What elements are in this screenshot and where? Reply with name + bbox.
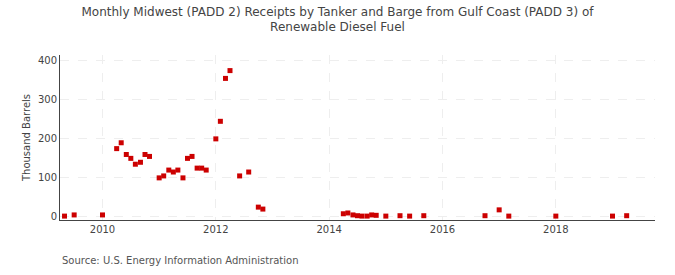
- svg-text:400: 400: [38, 55, 57, 66]
- svg-text:2016: 2016: [430, 224, 455, 235]
- svg-text:2010: 2010: [90, 224, 115, 235]
- svg-text:200: 200: [38, 133, 57, 144]
- svg-text:2012: 2012: [203, 224, 228, 235]
- svg-text:300: 300: [38, 94, 57, 105]
- svg-text:Thousand Barrels: Thousand Barrels: [21, 94, 32, 182]
- svg-text:Source: U.S. Energy Informatio: Source: U.S. Energy Information Administ…: [62, 255, 299, 266]
- svg-text:100: 100: [38, 172, 57, 183]
- svg-text:0: 0: [51, 211, 57, 222]
- svg-text:2018: 2018: [543, 224, 568, 235]
- svg-text:Monthly Midwest (PADD 2) Recei: Monthly Midwest (PADD 2) Receipts by Tan…: [81, 5, 594, 35]
- svg-text:2014: 2014: [316, 224, 341, 235]
